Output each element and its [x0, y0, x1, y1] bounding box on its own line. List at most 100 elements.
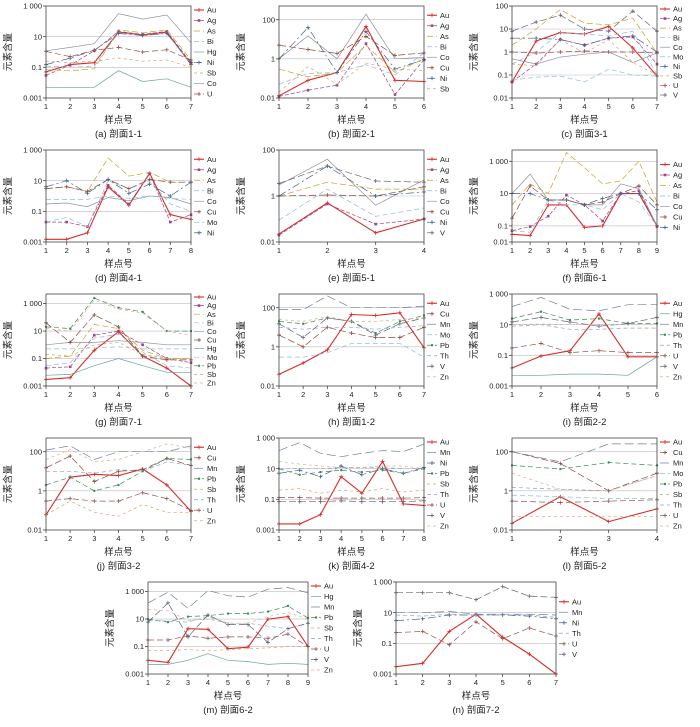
chart-canvas-i: 0.001 0.1 10 1 000 1 2 3 4 5 6 样点号 (i) 剖面2-2 元素含量 AuH…: [468, 290, 683, 428]
legend-label-sb: Sb: [673, 490, 682, 499]
y-axis-label: 元素含量: [2, 177, 14, 216]
point-marker: [637, 189, 641, 193]
x-tick-label: 5: [393, 102, 397, 111]
legend-label-ag: Ag: [207, 301, 216, 310]
chart-panel-c: 0.01 0.1 1 10 100 1 2 3 4 5 6 7 样点号 (c) 剖面3-1 元素含量 Au Ag…: [466, 0, 699, 144]
x-tick-label: 5: [360, 534, 364, 543]
legend-label-mo: Mo: [207, 218, 217, 227]
chart-panel-g: 0.001 0.1 10 1 000 1 2 3 4 5 6 7 样点号 (g) 剖面7-1 元素含量 Au…: [0, 288, 233, 432]
x-tick-label: 5: [141, 390, 145, 399]
series-line-zn: [45, 443, 192, 463]
series-line-zn: [511, 472, 658, 492]
series-line-ag: [45, 330, 192, 369]
legend-label-th: Th: [440, 351, 449, 360]
legend-label-ni: Ni: [440, 459, 447, 468]
point-marker: [197, 168, 201, 172]
y-axis-label: 元素含量: [2, 465, 14, 504]
legend-label-mn: Mn: [673, 459, 683, 468]
panel-caption: (d) 剖面4-1: [95, 272, 142, 284]
point-marker: [298, 473, 301, 476]
series-line-ag: [278, 42, 425, 97]
y-tick-label: 1 000: [125, 587, 144, 596]
legend-label-mo: Mo: [673, 52, 683, 61]
x-tick-label: 4: [106, 246, 110, 255]
chart-canvas-n: 0.001 0.1 10 1 000 1 2 3 4 5 6 7 样点号 (n) 剖面7-2 元素含量 Au…: [352, 578, 582, 716]
x-tick-label: 2: [166, 678, 170, 687]
plot-border: [278, 5, 425, 99]
legend-label-cu: Cu: [673, 213, 683, 222]
panel-caption: (c) 剖面3-1: [561, 128, 607, 140]
point-marker: [663, 482, 667, 486]
legend-label-cu: Cu: [440, 309, 450, 318]
x-tick-label: 7: [189, 534, 193, 543]
x-tick-label: 7: [189, 390, 193, 399]
legend-label-au: Au: [440, 438, 449, 447]
y-tick-label: 10: [500, 320, 508, 329]
legend-label-co: Co: [207, 327, 217, 336]
x-tick-label: 4: [655, 534, 659, 543]
panel-caption: (b) 剖面2-1: [328, 128, 375, 140]
point-marker: [286, 604, 290, 608]
x-axis-label: 样点号: [570, 114, 599, 126]
series-line-co: [278, 13, 425, 60]
legend-label-ag: Ag: [207, 16, 216, 25]
x-tick-label: 6: [380, 534, 384, 543]
point-marker: [226, 612, 230, 615]
y-tick-label: 0.001: [23, 94, 42, 103]
point-marker: [393, 93, 397, 96]
legend-label-u: U: [440, 501, 445, 510]
chart-row-2: 0.001 0.1 10 1 000 1 2 3 4 5 6 7 8 样点号 (d) 剖面4-1 元素含量 A…: [0, 144, 700, 288]
x-tick-label: 1: [510, 534, 514, 543]
y-tick-label: 1 000: [23, 299, 42, 308]
series-line-u: [279, 497, 425, 499]
x-tick-label: 5: [374, 390, 378, 399]
panel-caption: (j) 剖面3-2: [97, 560, 141, 572]
legend-label-au: Au: [440, 11, 449, 20]
series-line-cu: [45, 179, 191, 192]
chart-canvas-f: 0.01 0.1 10 1 000 1 2 3 4 5 6 7 8 9 样点号 (f) 剖面6-1 元素含量 A…: [468, 149, 683, 284]
series-line-au: [511, 496, 658, 524]
point-marker: [165, 457, 169, 460]
series-line-pb: [511, 462, 658, 470]
series-line-v: [278, 165, 425, 184]
series-line-th: [395, 613, 557, 618]
series-line-ag: [45, 31, 192, 76]
x-tick-label: 3: [607, 534, 611, 543]
series-line-au: [46, 172, 192, 240]
chart-panel-j: 0.01 1 100 1 2 3 4 5 6 7 样点号 (j) 剖面3-2 元素含量 Au Cu Mn Pb S…: [0, 432, 233, 576]
legend-label-zn: Zn: [440, 522, 449, 531]
series-line-sb: [511, 39, 658, 76]
legend-label-zn: Zn: [440, 372, 449, 381]
y-tick-label: 100: [29, 447, 42, 456]
series-line-sb: [278, 488, 425, 494]
legend-label-ni: Ni: [673, 223, 680, 232]
x-tick-label: 5: [141, 534, 145, 543]
point-marker: [68, 63, 72, 67]
x-tick-label: 2: [68, 390, 72, 399]
x-tick-label: 5: [127, 246, 131, 255]
series-line-ni: [278, 165, 425, 197]
x-tick-label: 4: [582, 102, 586, 111]
y-tick-label: 1: [271, 192, 275, 201]
x-axis-label: 样点号: [214, 690, 243, 702]
legend-label-cu: Cu: [207, 336, 217, 345]
x-tick-label: 2: [528, 246, 532, 255]
legend-label-th: Th: [324, 634, 333, 643]
x-tick-label: 4: [206, 678, 210, 687]
x-axis-label: 样点号: [462, 690, 491, 702]
series-line-u: [395, 621, 557, 646]
series-line-pb: [511, 311, 657, 324]
legend-label-mn: Mn: [207, 464, 217, 473]
y-tick-label: 100: [262, 146, 275, 155]
series-line-cu: [45, 314, 191, 361]
point-marker: [335, 83, 339, 87]
point-marker: [197, 364, 201, 367]
x-tick-label: 8: [422, 534, 426, 543]
y-axis-label: 元素含量: [468, 321, 480, 360]
legend-label-v: V: [440, 511, 445, 520]
legend-label-zn: Zn: [673, 522, 682, 531]
legend-label-ag: Ag: [673, 14, 682, 23]
legend-label-pb: Pb: [324, 613, 333, 622]
point-marker: [68, 475, 72, 479]
x-tick-label: 4: [116, 390, 120, 399]
